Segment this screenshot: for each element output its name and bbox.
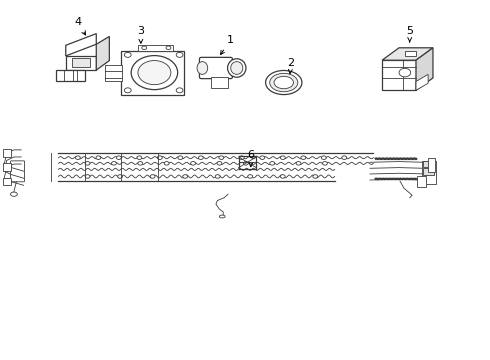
Polygon shape bbox=[66, 33, 96, 56]
FancyBboxPatch shape bbox=[211, 77, 228, 88]
Circle shape bbox=[313, 175, 318, 178]
Circle shape bbox=[137, 156, 142, 159]
Circle shape bbox=[280, 156, 285, 159]
Circle shape bbox=[85, 162, 90, 165]
Circle shape bbox=[164, 162, 169, 165]
Text: 2: 2 bbox=[288, 58, 294, 74]
Circle shape bbox=[322, 162, 327, 165]
Circle shape bbox=[342, 156, 347, 159]
Ellipse shape bbox=[274, 76, 294, 89]
FancyBboxPatch shape bbox=[3, 177, 10, 185]
Circle shape bbox=[280, 175, 285, 178]
Circle shape bbox=[260, 156, 265, 159]
FancyBboxPatch shape bbox=[422, 161, 436, 184]
FancyBboxPatch shape bbox=[417, 176, 426, 187]
FancyBboxPatch shape bbox=[428, 158, 436, 172]
Ellipse shape bbox=[231, 62, 243, 75]
Circle shape bbox=[301, 156, 306, 159]
Polygon shape bbox=[96, 36, 109, 70]
FancyBboxPatch shape bbox=[10, 161, 24, 182]
Circle shape bbox=[215, 175, 220, 178]
Circle shape bbox=[96, 156, 101, 159]
FancyBboxPatch shape bbox=[423, 161, 434, 167]
Circle shape bbox=[157, 156, 162, 159]
FancyBboxPatch shape bbox=[104, 65, 122, 81]
Polygon shape bbox=[382, 48, 433, 60]
FancyBboxPatch shape bbox=[122, 51, 184, 95]
FancyBboxPatch shape bbox=[199, 57, 232, 78]
Circle shape bbox=[198, 156, 203, 159]
Circle shape bbox=[85, 175, 90, 178]
Text: 4: 4 bbox=[74, 17, 86, 35]
Circle shape bbox=[296, 162, 301, 165]
Text: 5: 5 bbox=[406, 26, 413, 42]
Polygon shape bbox=[416, 48, 433, 90]
Circle shape bbox=[166, 46, 171, 50]
Ellipse shape bbox=[227, 59, 246, 77]
Circle shape bbox=[124, 88, 131, 93]
Ellipse shape bbox=[220, 215, 225, 218]
Circle shape bbox=[240, 156, 244, 159]
FancyBboxPatch shape bbox=[3, 163, 10, 171]
FancyBboxPatch shape bbox=[405, 51, 416, 56]
Circle shape bbox=[75, 156, 80, 159]
Circle shape bbox=[244, 162, 248, 165]
FancyBboxPatch shape bbox=[138, 45, 173, 51]
Circle shape bbox=[142, 46, 147, 50]
Circle shape bbox=[112, 162, 116, 165]
FancyBboxPatch shape bbox=[423, 168, 434, 175]
Circle shape bbox=[217, 162, 222, 165]
FancyBboxPatch shape bbox=[3, 149, 10, 157]
Circle shape bbox=[219, 156, 224, 159]
Ellipse shape bbox=[270, 73, 298, 92]
Circle shape bbox=[183, 175, 188, 178]
Text: 6: 6 bbox=[247, 150, 254, 167]
Polygon shape bbox=[56, 70, 85, 81]
Circle shape bbox=[321, 156, 326, 159]
Circle shape bbox=[138, 60, 171, 85]
Circle shape bbox=[118, 175, 122, 178]
Circle shape bbox=[124, 53, 131, 57]
Ellipse shape bbox=[197, 62, 208, 75]
Circle shape bbox=[176, 53, 183, 57]
Text: 3: 3 bbox=[137, 26, 145, 43]
Circle shape bbox=[399, 68, 411, 77]
Circle shape bbox=[270, 162, 274, 165]
Ellipse shape bbox=[10, 192, 17, 196]
Ellipse shape bbox=[266, 71, 302, 95]
Polygon shape bbox=[382, 60, 416, 90]
Circle shape bbox=[131, 55, 178, 90]
Polygon shape bbox=[66, 56, 96, 70]
Text: 1: 1 bbox=[220, 35, 234, 54]
Polygon shape bbox=[72, 58, 91, 67]
Circle shape bbox=[178, 156, 183, 159]
Circle shape bbox=[117, 156, 122, 159]
Circle shape bbox=[138, 162, 143, 165]
Circle shape bbox=[176, 88, 183, 93]
Circle shape bbox=[191, 162, 196, 165]
Circle shape bbox=[248, 175, 253, 178]
Circle shape bbox=[150, 175, 155, 178]
Polygon shape bbox=[416, 75, 428, 90]
